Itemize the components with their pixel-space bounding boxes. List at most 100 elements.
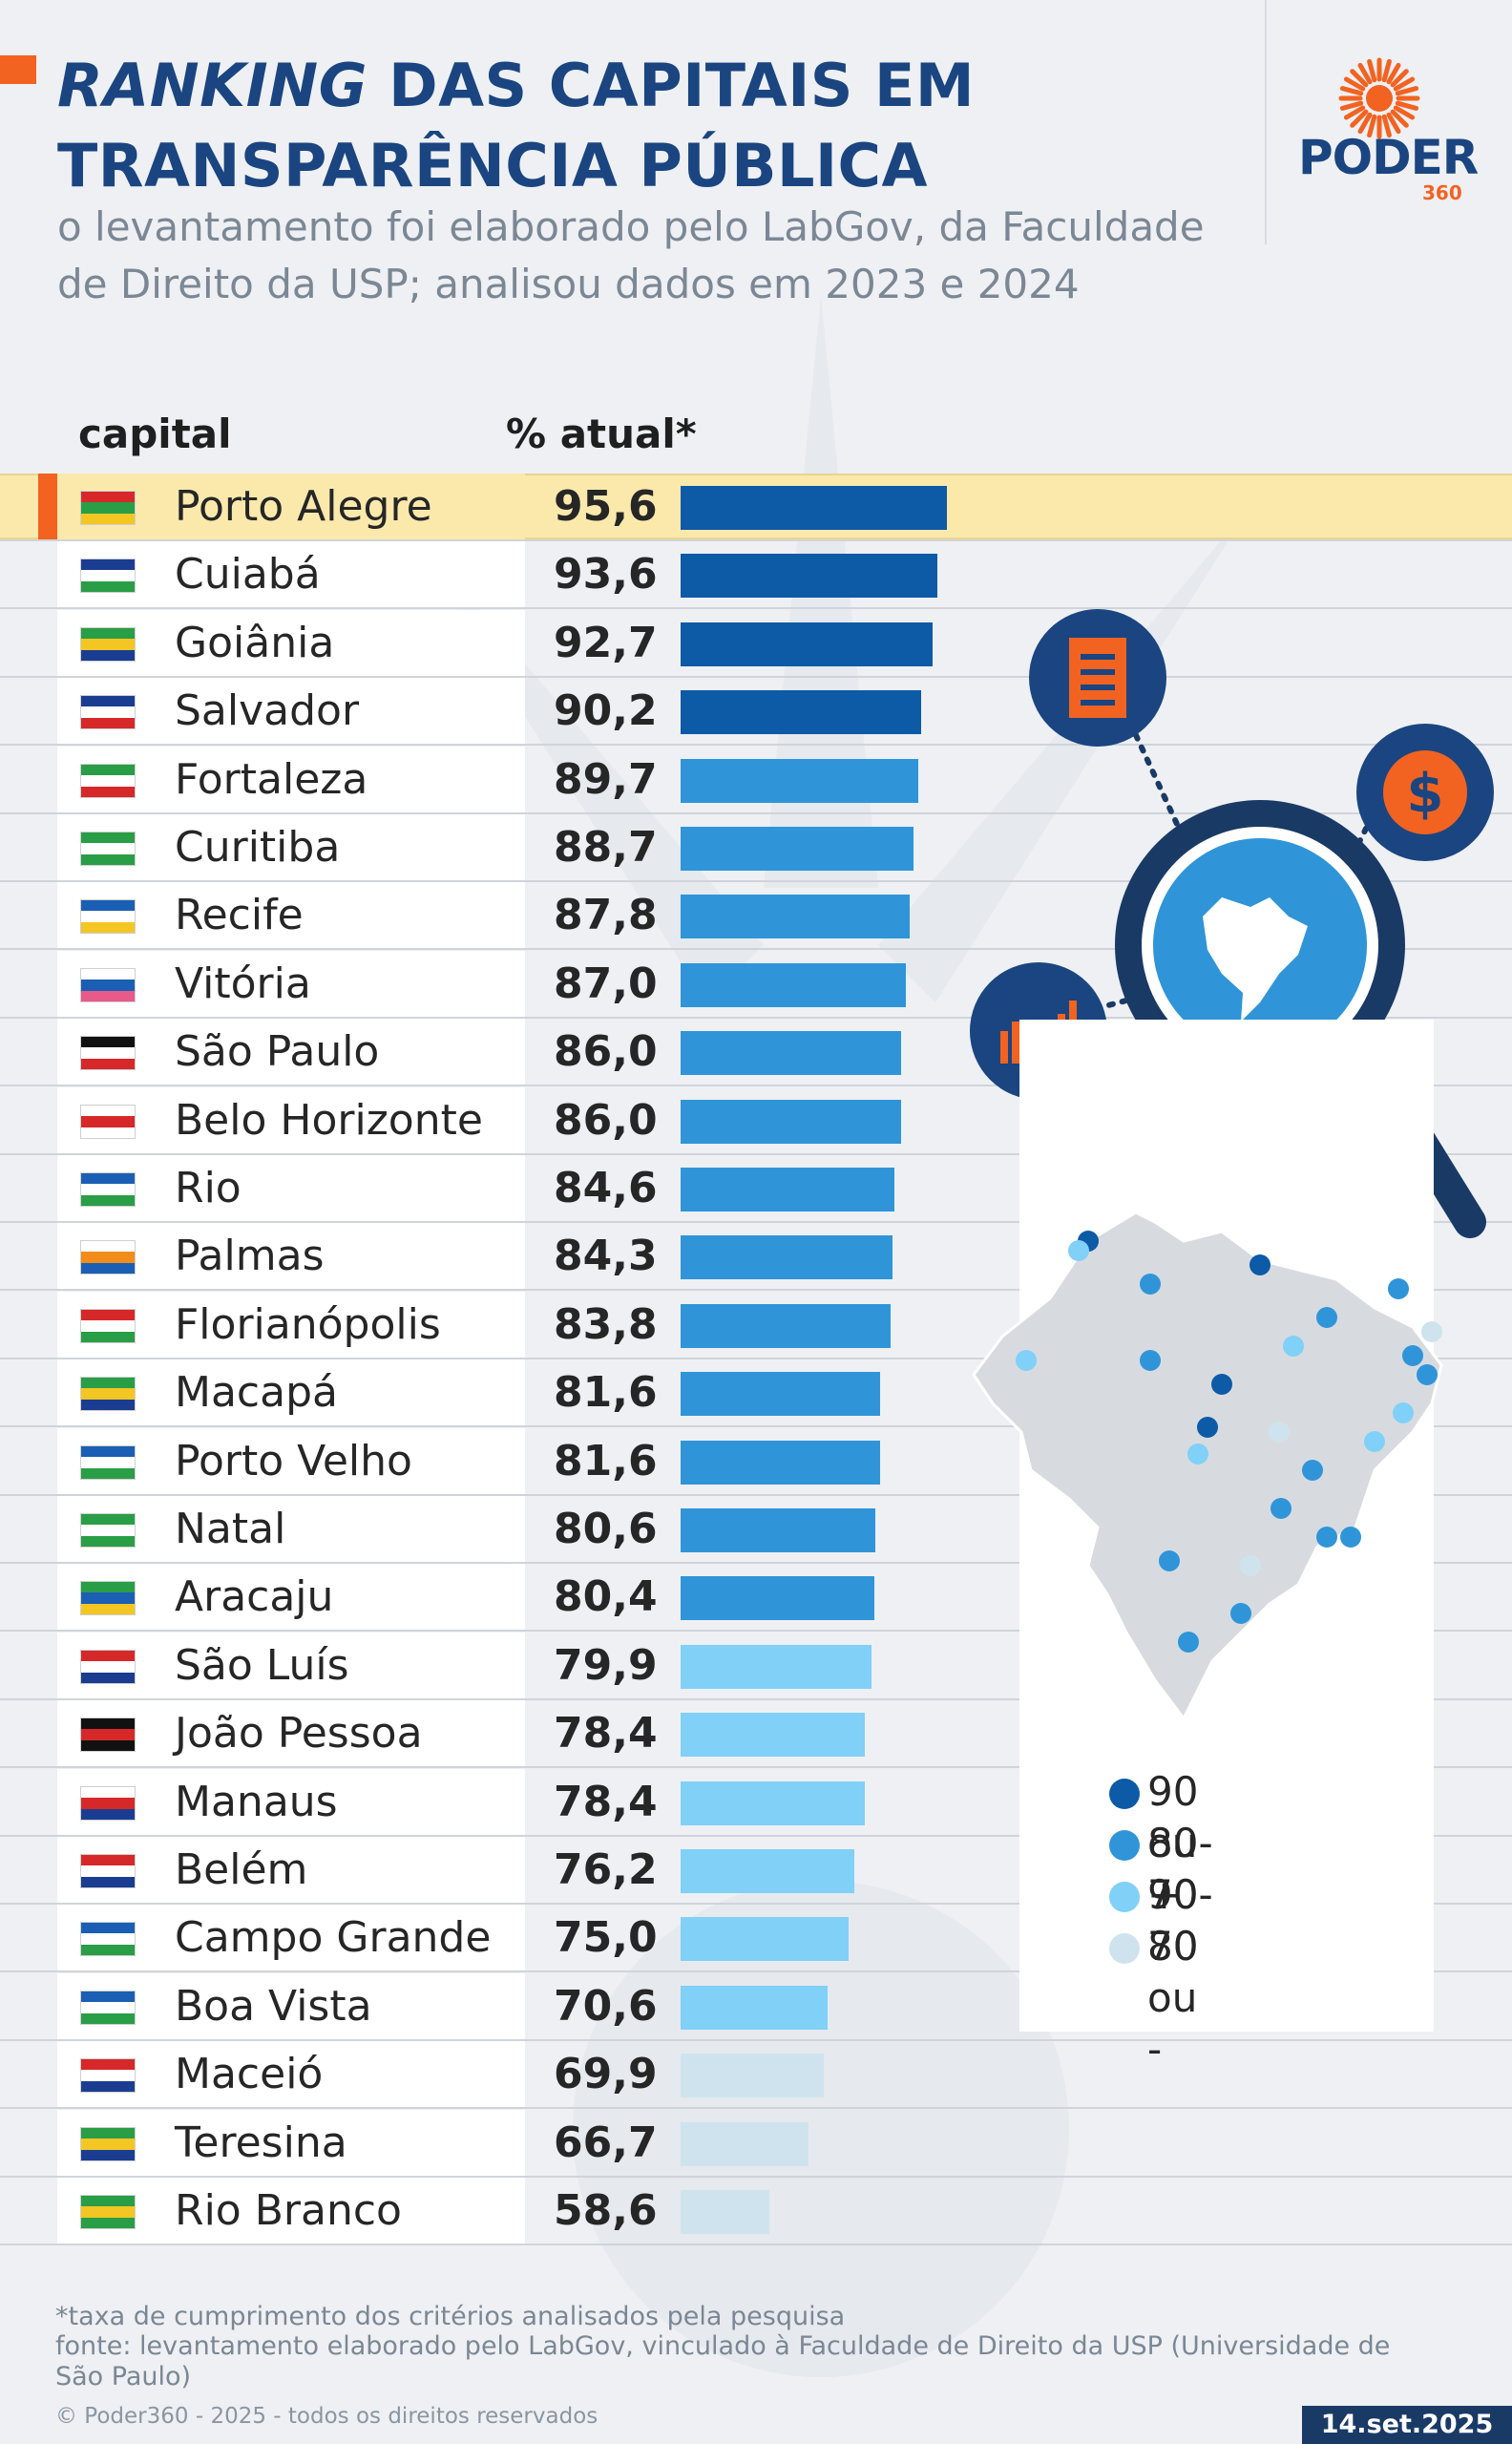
legend-dot <box>1109 1933 1140 1964</box>
capital-dot <box>1197 1417 1218 1438</box>
city-flag-icon <box>80 1922 136 1957</box>
bar <box>681 1099 901 1144</box>
bar <box>681 758 919 803</box>
value-label: 79,9 <box>554 1640 658 1690</box>
capital-name: Fortaleza <box>175 754 368 804</box>
capital-dot <box>1270 1498 1292 1519</box>
capital-dot <box>1068 1240 1089 1261</box>
value-label: 83,8 <box>554 1299 658 1349</box>
table-row: Fortaleza 89,7 <box>0 746 1512 814</box>
value-label: 80,6 <box>554 1505 658 1553</box>
bar <box>681 486 947 530</box>
capital-dot <box>1230 1603 1251 1624</box>
capital-name: Recife <box>175 891 304 940</box>
city-flag-icon <box>80 2195 136 2229</box>
value-label: 76,2 <box>554 1845 658 1894</box>
capital-dot <box>1269 1422 1290 1443</box>
capital-dot <box>1178 1632 1199 1653</box>
table-row: Florianópolis 83,8 <box>0 1291 1512 1359</box>
source-note: fonte: levantamento elaborado pelo LabGo… <box>55 2331 1391 2391</box>
row-divider <box>0 1834 1512 1837</box>
city-flag-icon <box>80 695 136 730</box>
city-flag-icon <box>80 1308 136 1343</box>
table-row: Porto Velho 81,6 <box>0 1427 1512 1496</box>
capital-dot <box>1388 1278 1409 1299</box>
capital-dot <box>1140 1350 1161 1371</box>
row-divider <box>0 811 1512 814</box>
value-label: 87,0 <box>554 959 658 1008</box>
table-row: Boa Vista 70,6 <box>0 1972 1512 2041</box>
copyright: © Poder360 - 2025 - todos os direitos re… <box>55 2404 598 2429</box>
legend-dot <box>1109 1830 1140 1861</box>
logo-ray <box>1390 109 1409 128</box>
footnote: *taxa de cumprimento dos critérios anali… <box>55 2302 846 2331</box>
row-divider <box>0 2038 1512 2041</box>
logo-ray <box>1386 62 1401 85</box>
value-label: 87,8 <box>554 891 658 940</box>
capital-name: Campo Grande <box>175 1913 492 1963</box>
capital-name: Rio Branco <box>175 2186 402 2235</box>
city-flag-icon <box>80 1990 136 2025</box>
table-row: Campo Grande 75,0 <box>0 1905 1512 1973</box>
table-row: João Pessoa 78,4 <box>0 1700 1512 1769</box>
logo-divider <box>1265 0 1267 244</box>
legend-dot <box>1109 1779 1140 1809</box>
row-divider <box>0 1630 1512 1633</box>
capital-dot <box>1417 1364 1438 1385</box>
bar <box>681 1031 901 1076</box>
bar <box>681 1849 854 1893</box>
bar <box>681 1372 880 1417</box>
value-label: 58,6 <box>554 2186 658 2235</box>
city-flag-icon <box>80 832 136 866</box>
table-row: Belo Horizonte 86,0 <box>0 1086 1512 1155</box>
row-divider <box>0 2244 1512 2245</box>
logo-ray <box>1395 86 1419 96</box>
row-divider <box>0 1289 1512 1292</box>
logo-wordmark: PODER <box>1298 130 1479 185</box>
capital-dot <box>1016 1350 1037 1371</box>
legend-dot <box>1109 1882 1140 1912</box>
bar <box>681 827 914 871</box>
brazil-shape <box>972 1211 1443 1721</box>
row-divider <box>0 675 1512 678</box>
value-label: 93,6 <box>554 550 658 600</box>
logo-ray <box>1381 114 1392 138</box>
logo-ray <box>1339 86 1364 96</box>
capital-dot <box>1421 1321 1442 1342</box>
bar <box>681 1576 874 1621</box>
row-divider <box>0 1562 1512 1564</box>
legend-label: 70-80 <box>1147 1871 1213 1970</box>
logo-ray <box>1343 105 1366 120</box>
row-divider <box>0 1970 1512 1973</box>
logo-ray <box>1386 112 1401 135</box>
value-label: 75,0 <box>554 1913 658 1963</box>
table-row: Maceió 69,9 <box>0 2041 1512 2110</box>
logo-ray <box>1395 100 1419 111</box>
logo-ray <box>1390 69 1409 88</box>
publish-date: 14.set.2025 <box>1302 2406 1512 2444</box>
value-label: 90,2 <box>554 686 658 736</box>
city-flag-icon <box>80 626 136 662</box>
bar <box>681 2121 808 2166</box>
logo-ray <box>1339 100 1364 111</box>
logo-ray <box>1381 58 1392 83</box>
table-row: Teresina 66,7 <box>0 2109 1512 2178</box>
capital-dot <box>1340 1527 1361 1548</box>
value-label: 78,4 <box>554 1777 658 1826</box>
capital-name: Boa Vista <box>175 1981 372 2031</box>
bar <box>681 622 934 666</box>
capital-dot <box>1316 1307 1337 1328</box>
column-header-value: % atual* <box>506 411 697 457</box>
capital-name: Porto Alegre <box>175 482 432 531</box>
bar <box>681 1985 828 2030</box>
value-label: 69,9 <box>554 2050 658 2099</box>
column-header-capital: capital <box>78 411 232 457</box>
logo-ray <box>1367 58 1377 83</box>
row-divider <box>0 2107 1512 2110</box>
row-divider <box>0 1903 1512 1905</box>
capital-dot <box>1211 1374 1232 1395</box>
city-flag-icon <box>80 1377 136 1412</box>
title-accent-bar <box>0 55 36 84</box>
capital-dot <box>1402 1345 1423 1366</box>
city-flag-icon <box>80 1444 136 1480</box>
